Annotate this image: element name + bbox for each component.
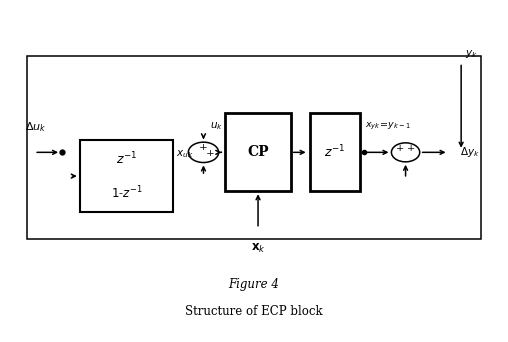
Bar bbox=[26, 56, 482, 239]
Text: Structure of ECP block: Structure of ECP block bbox=[185, 305, 323, 318]
Text: $z^{-1}$: $z^{-1}$ bbox=[324, 144, 345, 161]
Bar bbox=[225, 113, 291, 192]
Text: $u_k$: $u_k$ bbox=[210, 120, 223, 132]
Circle shape bbox=[188, 142, 218, 162]
Text: CP: CP bbox=[247, 145, 269, 159]
Text: +: + bbox=[199, 143, 207, 152]
Text: $x_{yk}\!=\!y_{k-1}$: $x_{yk}\!=\!y_{k-1}$ bbox=[365, 121, 411, 132]
Text: $1$-$z^{-1}$: $1$-$z^{-1}$ bbox=[111, 185, 142, 201]
Text: +: + bbox=[206, 149, 215, 158]
Text: $z^{-1}$: $z^{-1}$ bbox=[116, 151, 137, 167]
Circle shape bbox=[392, 143, 420, 162]
Text: $\Delta u_k$: $\Delta u_k$ bbox=[25, 120, 46, 134]
Text: $\mathbf{x}_k$: $\mathbf{x}_k$ bbox=[250, 242, 265, 255]
Text: +: + bbox=[396, 144, 404, 153]
Text: $x_{uk}$: $x_{uk}$ bbox=[176, 148, 193, 160]
Text: $y_k$: $y_k$ bbox=[465, 48, 478, 60]
Bar bbox=[80, 141, 173, 212]
Text: Figure 4: Figure 4 bbox=[229, 278, 279, 291]
Text: +: + bbox=[407, 144, 416, 153]
Text: $\Delta y_k$: $\Delta y_k$ bbox=[460, 145, 480, 159]
Bar bbox=[309, 113, 360, 192]
